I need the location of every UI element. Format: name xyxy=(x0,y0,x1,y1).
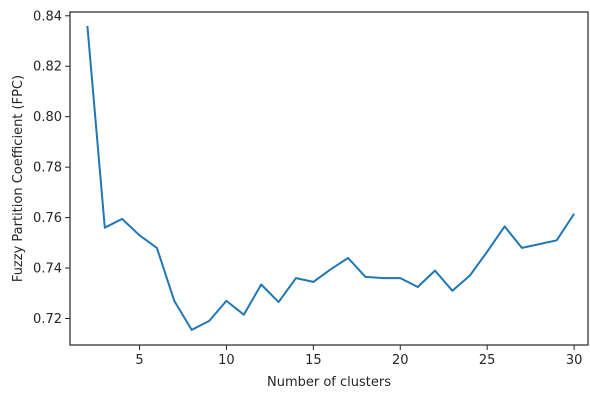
y-tick-label: 0.84 xyxy=(33,9,62,24)
x-tick-label: 25 xyxy=(479,353,496,368)
y-tick-label: 0.76 xyxy=(33,211,62,226)
x-tick-label: 15 xyxy=(305,353,322,368)
y-tick-label: 0.74 xyxy=(33,262,62,277)
series-layer xyxy=(86,25,575,331)
plot-area-frame xyxy=(69,11,589,346)
x-tick-label: 10 xyxy=(218,353,235,368)
x-tick-label: 20 xyxy=(392,353,409,368)
y-axis-ticks: 0.72 0.74 0.76 0.78 0.80 0.82 0.84 xyxy=(33,9,70,327)
y-tick-label: 0.78 xyxy=(33,161,62,176)
x-axis-ticks: 5 10 15 20 25 30 xyxy=(135,345,582,368)
y-tick-label: 0.82 xyxy=(33,60,62,75)
y-axis-label: Fuzzy Partition Coefficient (FPC) xyxy=(11,75,26,282)
y-tick-label: 0.80 xyxy=(33,110,62,125)
x-tick-label: 30 xyxy=(566,353,583,368)
x-tick-label: 5 xyxy=(135,353,143,368)
x-axis-label: Number of clusters xyxy=(267,375,391,390)
y-tick-label: 0.72 xyxy=(33,312,62,327)
fpc-series-line xyxy=(86,25,575,331)
